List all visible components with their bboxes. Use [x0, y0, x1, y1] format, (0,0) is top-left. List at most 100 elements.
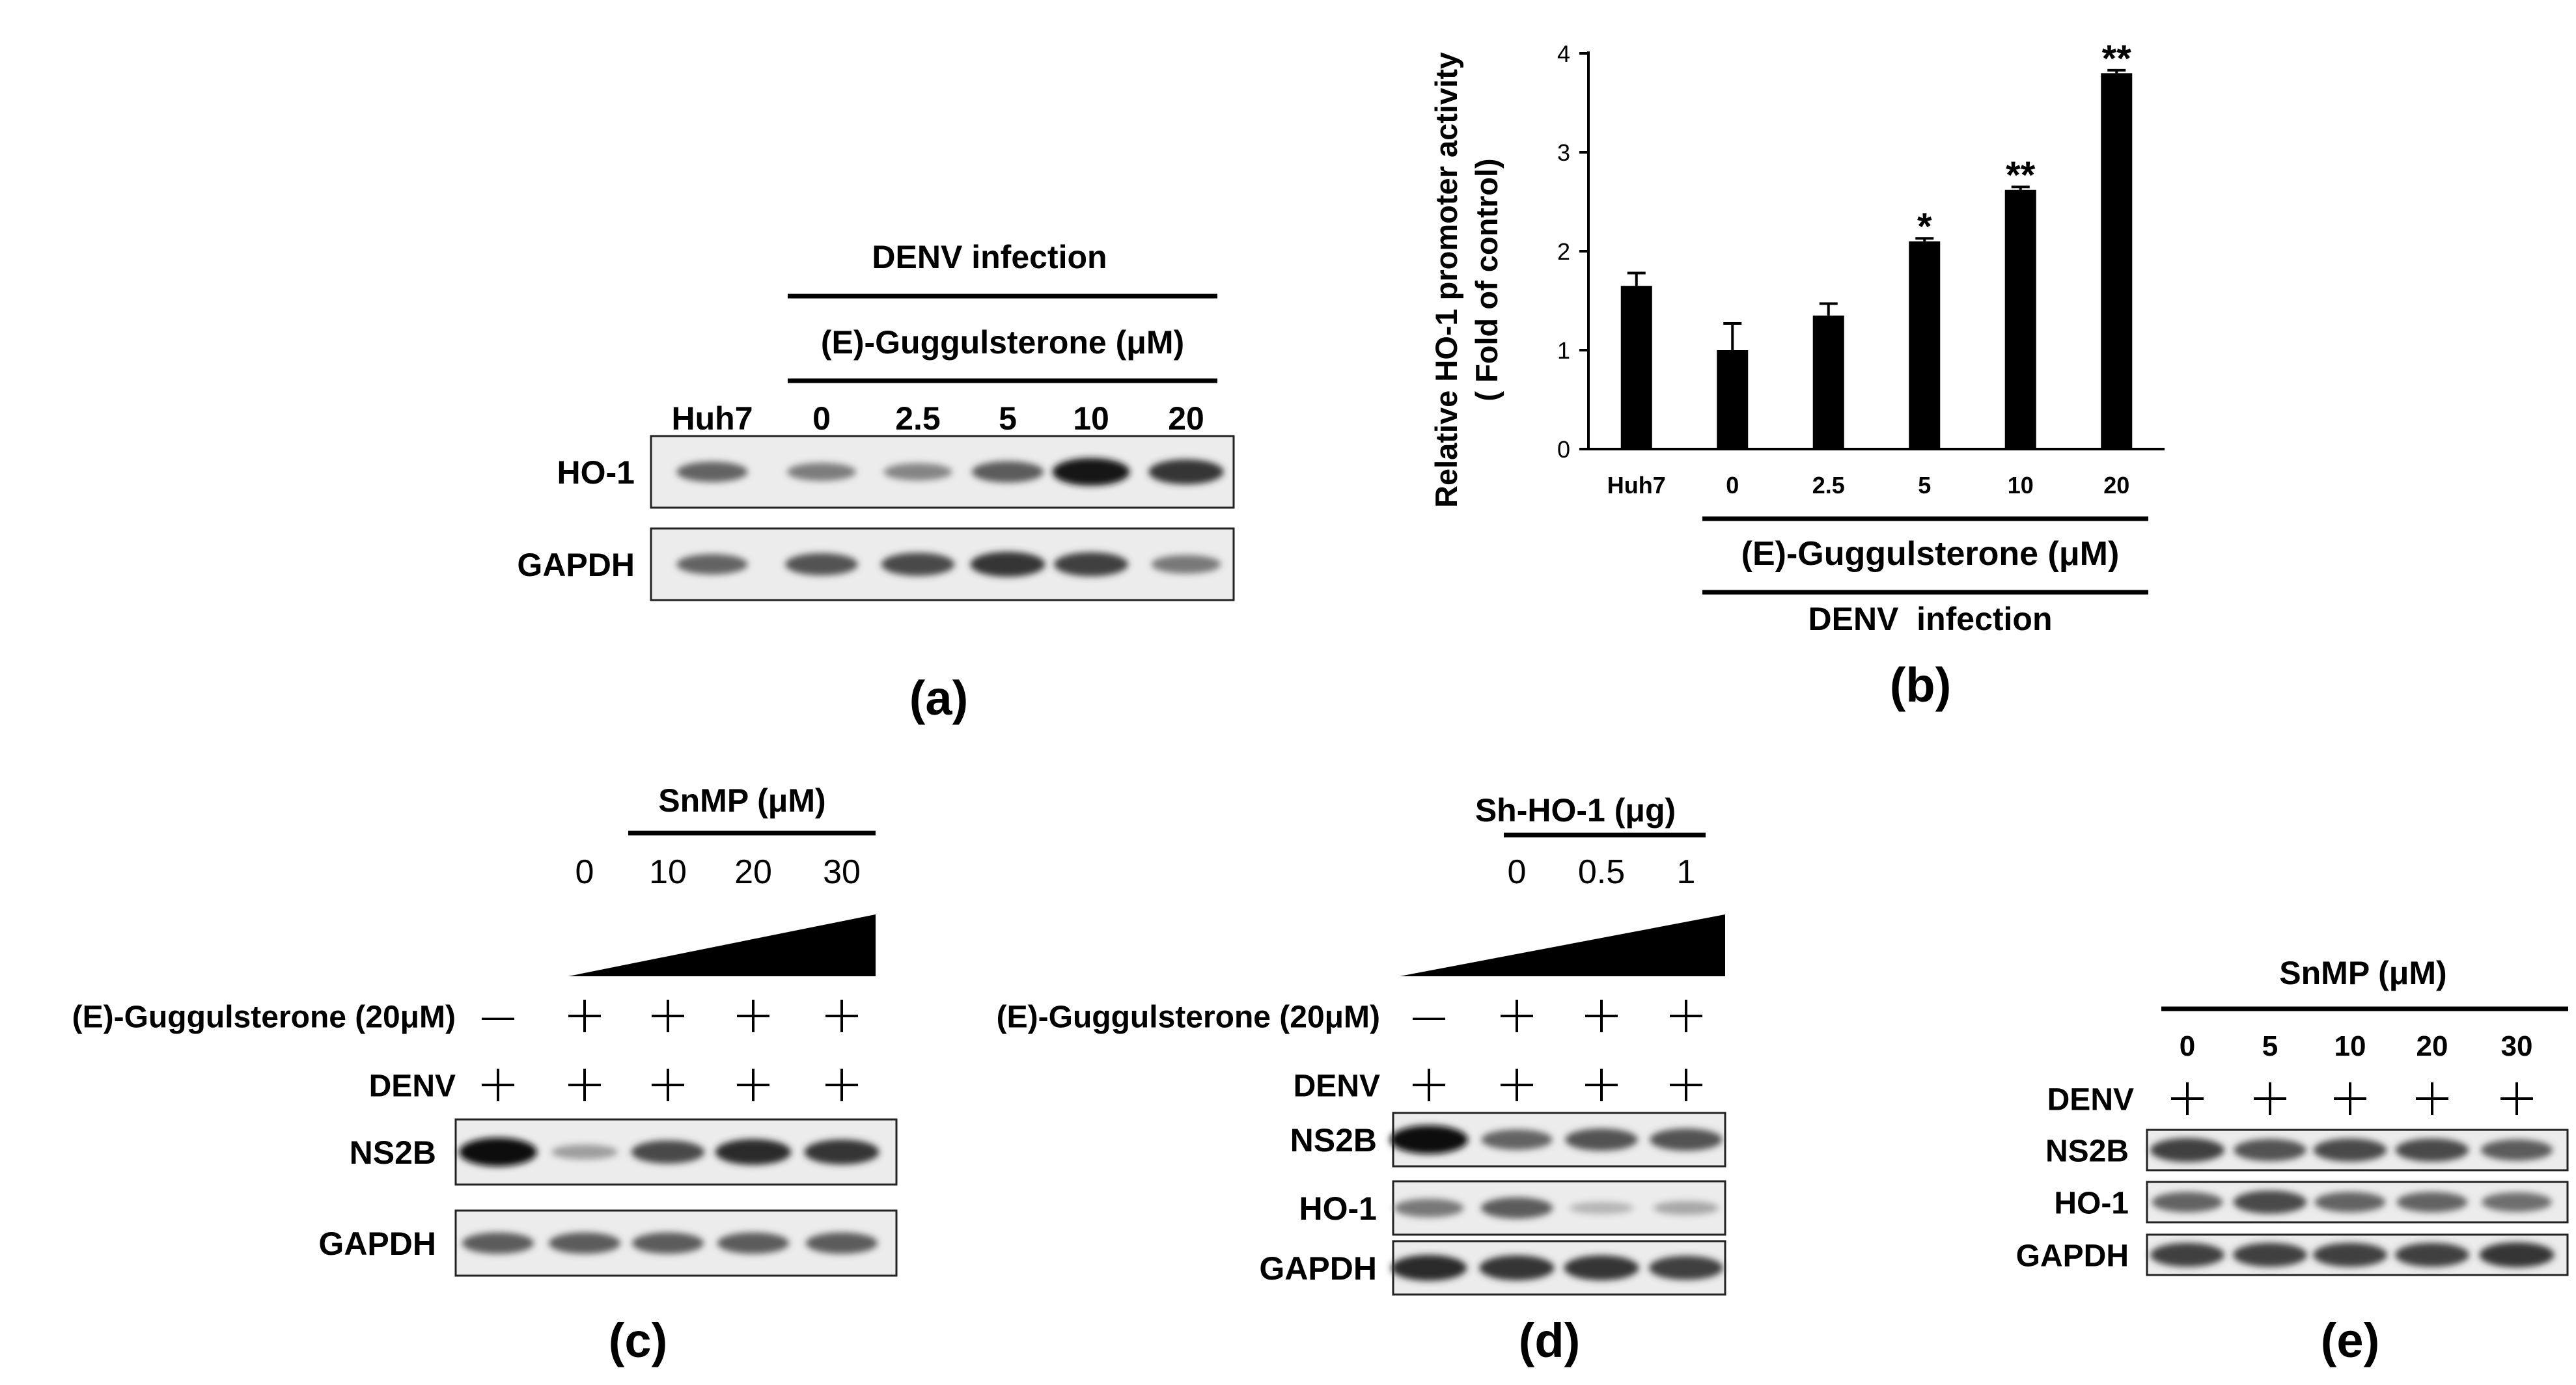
protein-band [2150, 1138, 2224, 1162]
plus-mark [568, 1069, 601, 1101]
protein-band [2482, 1192, 2552, 1212]
x-tick-label: 5 [1918, 472, 1931, 499]
protein-band [676, 554, 748, 575]
panel-a-blots: HO-1 GAPDH [517, 435, 1235, 601]
y-tick-label: 0 [1557, 436, 1570, 463]
plus-mark [568, 1000, 601, 1032]
y-tick-label: 4 [1557, 40, 1570, 67]
plus-mark [1413, 1069, 1445, 1101]
protein-band [631, 1232, 704, 1254]
panel-c-blots: NS2B GAPDH [318, 1118, 898, 1277]
dose-label: 1 [1677, 853, 1696, 891]
protein-band [785, 553, 858, 576]
protein-band [1653, 1201, 1719, 1215]
protein-band [2152, 1192, 2223, 1213]
panel-e-title: SnMP (μM) [2279, 955, 2446, 991]
protein-band [805, 1232, 878, 1254]
plus-mark [825, 1069, 858, 1101]
significance-marker: ** [2102, 38, 2132, 80]
protein-band [2395, 1242, 2469, 1267]
plus-mark [2254, 1082, 2286, 1115]
plus-mark [1670, 1069, 1702, 1101]
protein-band [1650, 1128, 1723, 1151]
bar [2004, 189, 2036, 449]
minus-mark: — [482, 998, 514, 1034]
panel-e: SnMP (μM) 0 5 10 20 30 DENV NS2B HO-1 GAPDH (e… [2016, 955, 2569, 1367]
lane-label: 10 [2334, 1030, 2366, 1062]
plus-mark [1670, 1000, 1702, 1032]
protein-band [2313, 1138, 2387, 1162]
protein-band [459, 1138, 537, 1166]
dose-label: 0 [1508, 853, 1527, 891]
protein-band [631, 1140, 705, 1164]
lane-label: 5 [999, 400, 1017, 437]
treatment-label: (E)-Guggulsterone (20μM) [997, 1000, 1380, 1034]
panel-d: Sh-HO-1 (μg) 0 0.5 1 (E)-Guggulsterone (20… [997, 792, 1726, 1367]
protein-band [881, 553, 955, 576]
y-axis-title-line2: ( Fold of control) [1469, 158, 1504, 401]
protein-band [2396, 1192, 2468, 1213]
plus-mark [652, 1069, 684, 1101]
lane-label: 0 [2180, 1030, 2195, 1062]
protein-band [551, 1144, 618, 1160]
panel-c-label: (c) [609, 1313, 667, 1367]
treatment-label: DENV [369, 1069, 456, 1103]
minus-mark: — [1413, 998, 1445, 1034]
protein-band [804, 1139, 879, 1165]
panel-d-label: (d) [1519, 1313, 1581, 1367]
panel-a-subheader: (E)-Guggulsterone (μM) [821, 324, 1184, 361]
lane-label: Huh7 [672, 400, 753, 437]
plus-mark [2171, 1082, 2204, 1115]
plus-mark [1501, 1000, 1533, 1032]
lane-label: 2.5 [895, 400, 941, 437]
bar [1909, 241, 1941, 449]
protein-band [883, 463, 952, 481]
significance-marker: ** [2006, 154, 2036, 197]
panel-e-treatments: DENV [2047, 1082, 2533, 1117]
dose-label: 30 [823, 853, 861, 891]
protein-band [2234, 1138, 2306, 1162]
row-label-gapdh: GAPDH [517, 547, 635, 583]
protein-band [1148, 459, 1224, 485]
protein-band [1649, 1255, 1723, 1280]
panel-a-label: (a) [909, 671, 968, 725]
row-label-ns2b: NS2B [1290, 1122, 1377, 1159]
plus-mark [1501, 1069, 1533, 1101]
protein-band [786, 463, 857, 481]
row-label-ho-1: HO-1 [1299, 1190, 1377, 1227]
panel-a: DENV infection (E)-Guggulsterone (μM) Hu… [517, 239, 1235, 725]
protein-band [715, 1139, 792, 1165]
protein-band [2150, 1242, 2224, 1267]
protein-band [2314, 1192, 2386, 1213]
protein-band [548, 1232, 621, 1254]
panel-d-title: Sh-HO-1 (μg) [1475, 792, 1676, 829]
row-label-gapdh: GAPDH [318, 1226, 436, 1262]
panel-e-label: (e) [2321, 1313, 2379, 1367]
protein-band [2395, 1138, 2469, 1162]
bar [1717, 350, 1749, 449]
panel-d-treatments: (E)-Guggulsterone (20μM) — DENV [997, 998, 1702, 1103]
protein-band [676, 461, 748, 482]
lane-label: 10 [1073, 400, 1109, 437]
y-tick-label: 3 [1557, 139, 1570, 166]
panel-b: Relative HO-1 promoter activity ( Fold o… [1429, 38, 2165, 712]
protein-band [2233, 1242, 2307, 1267]
panel-c: SnMP (μM) 0 10 20 30 (E)-Guggulsterone (20μ… [72, 782, 898, 1367]
lane-label: 20 [1168, 400, 1204, 437]
dose-label: 0.5 [1578, 853, 1625, 891]
protein-band [971, 461, 1044, 483]
protein-band [2480, 1139, 2553, 1161]
panel-d-dose-labels: 0 0.5 1 [1508, 853, 1696, 891]
bar [2101, 73, 2133, 449]
plus-mark [825, 1000, 858, 1032]
lane-label: 30 [2501, 1030, 2533, 1062]
row-label-ns2b: NS2B [350, 1134, 436, 1171]
panel-c-title: SnMP (μM) [658, 782, 825, 819]
protein-band [1391, 1255, 1467, 1281]
row-label-gapdh: GAPDH [1259, 1250, 1377, 1287]
panel-c-treatments: (E)-Guggulsterone (20μM) — DENV [72, 998, 858, 1103]
y-axis-title: Relative HO-1 promoter activity ( Fold o… [1429, 52, 1504, 508]
protein-band [1480, 1197, 1553, 1219]
plus-mark [737, 1000, 769, 1032]
panel-b-subheader: DENV infection [1808, 601, 2052, 637]
